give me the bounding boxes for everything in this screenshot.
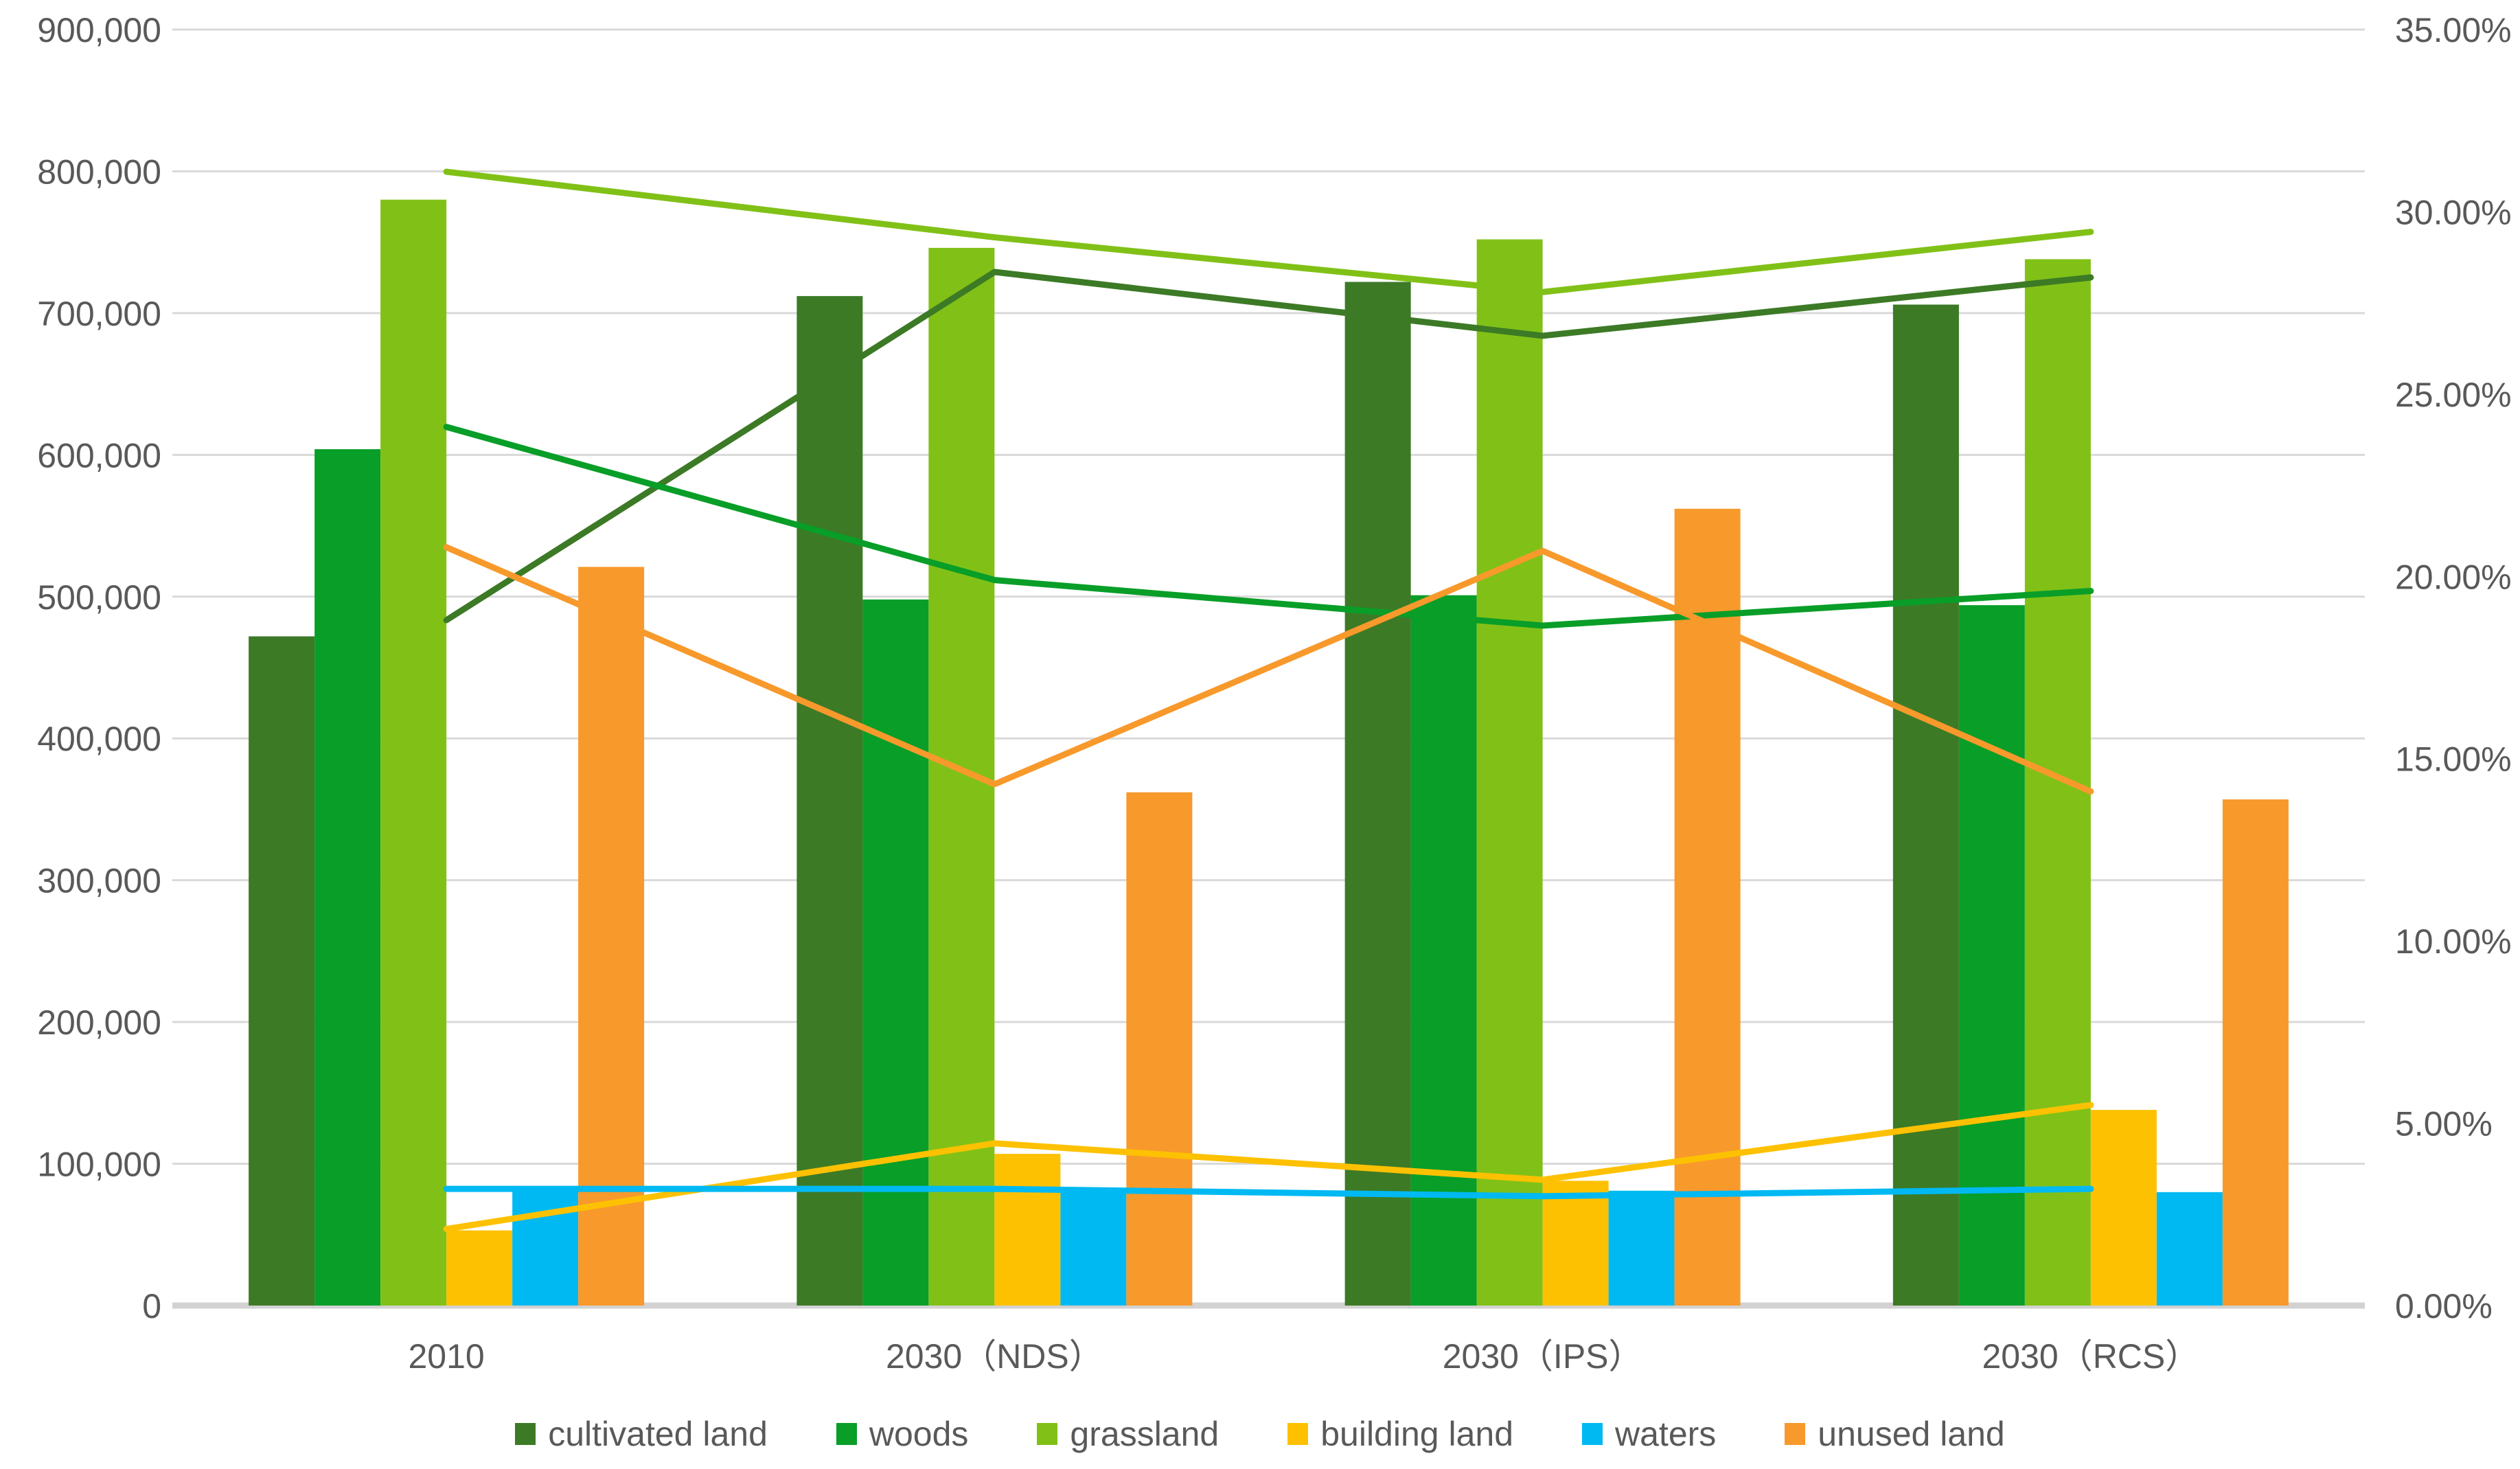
line-grassland-share: [443, 168, 2094, 295]
bar-grassland-2030-ips-: [1476, 239, 1543, 1306]
line-cultivated-land-share: [443, 269, 2094, 624]
bar-unused-land-2030-rcs-: [2222, 799, 2289, 1306]
legend-label: unused land: [1818, 1415, 2005, 1453]
line-waters-share: [443, 1185, 2094, 1200]
y-left-tick-label: 800,000: [37, 152, 161, 191]
bar-waters-2010: [512, 1189, 579, 1306]
bar-unused-land-2030-ips-: [1674, 508, 1741, 1306]
y-left-tick-label: 200,000: [37, 1003, 161, 1042]
y-left-tick-label: 300,000: [37, 862, 161, 900]
bar-woods-2030-rcs-: [1958, 605, 2025, 1306]
line-building-land-share: [443, 1102, 2094, 1233]
y-left-tick-label: 100,000: [37, 1146, 161, 1184]
bar-waters-2030-nds-: [1060, 1189, 1127, 1306]
bar-woods-2030-nds-: [862, 599, 929, 1306]
bar-grassland-2030-rcs-: [2024, 259, 2091, 1306]
legend-item-waters: waters: [1582, 1417, 1716, 1451]
bar-building-land-2030-rcs-: [2090, 1110, 2157, 1306]
y-left-tick-label: 0: [142, 1287, 161, 1325]
y-left-tick-label: 400,000: [37, 720, 161, 758]
y-right-tick-label: 20.00%: [2395, 558, 2512, 596]
legend-label: grassland: [1070, 1415, 1219, 1453]
y-right-tick-label: 5.00%: [2395, 1105, 2493, 1143]
y-right-tick-label: 15.00%: [2395, 740, 2512, 779]
bar-cultivated-land-2010: [249, 636, 315, 1306]
bar-building-land-2030-ips-: [1542, 1181, 1609, 1306]
line-woods-share: [443, 424, 2094, 629]
bar-building-land-2010: [446, 1230, 513, 1306]
y-left-tick-label: 600,000: [37, 436, 161, 475]
y-right-tick-label: 35.00%: [2395, 11, 2512, 49]
y-left-tick-label: 500,000: [37, 578, 161, 617]
bar-woods-2030-ips-: [1410, 595, 1477, 1306]
x-category-label: 2030（RCS）: [1982, 1337, 2199, 1376]
bar-grassland-2010: [380, 199, 447, 1306]
legend-swatch-cultivated-land-icon: [515, 1423, 536, 1445]
legend-swatch-grassland-icon: [1037, 1423, 1058, 1445]
legend-label: building land: [1320, 1415, 1514, 1453]
legend-swatch-building-land-icon: [1287, 1423, 1309, 1445]
y-right-tick-label: 10.00%: [2395, 922, 2512, 961]
legend-item-grassland: grassland: [1037, 1417, 1219, 1451]
bar-woods-2010: [314, 449, 381, 1306]
x-category-label: 2030（IPS）: [1443, 1337, 1643, 1376]
y-right-tick-label: 30.00%: [2395, 193, 2512, 231]
line-unused-land-share: [443, 544, 2094, 795]
legend-item-unused-land: unused land: [1785, 1415, 2005, 1453]
bar-unused-land-2010: [578, 567, 645, 1306]
legend-swatch-unused-land-icon: [1785, 1423, 1806, 1445]
bar-unused-land-2030-nds-: [1126, 792, 1193, 1306]
chart-legend: cultivated land woods grassland building la…: [0, 1407, 2520, 1461]
x-category-label: 2030（NDS）: [886, 1337, 1103, 1376]
legend-item-cultivated-land: cultivated land: [515, 1417, 768, 1451]
y-right-tick-label: 25.00%: [2395, 376, 2512, 414]
legend-label: woods: [869, 1415, 969, 1453]
legend-label: cultivated land: [548, 1415, 768, 1453]
bar-building-land-2030-nds-: [994, 1154, 1061, 1306]
legend-item-woods: woods: [836, 1415, 969, 1453]
legend-item-building-land: building land: [1287, 1417, 1513, 1451]
y-left-tick-label: 700,000: [37, 295, 161, 333]
legend-swatch-waters-icon: [1582, 1423, 1603, 1445]
x-category-label: 2010: [409, 1337, 485, 1376]
bar-cultivated-land-2030-rcs-: [1892, 304, 1959, 1306]
bar-waters-2030-rcs-: [2156, 1192, 2223, 1306]
y-left-tick-label: 900,000: [37, 11, 161, 49]
bar-cultivated-land-2030-ips-: [1344, 282, 1411, 1306]
bar-cultivated-land-2030-nds-: [797, 296, 863, 1306]
y-right-tick-label: 0.00%: [2395, 1287, 2493, 1325]
bar-waters-2030-ips-: [1608, 1190, 1675, 1306]
legend-label: waters: [1615, 1415, 1717, 1453]
legend-swatch-woods-icon: [836, 1423, 857, 1445]
